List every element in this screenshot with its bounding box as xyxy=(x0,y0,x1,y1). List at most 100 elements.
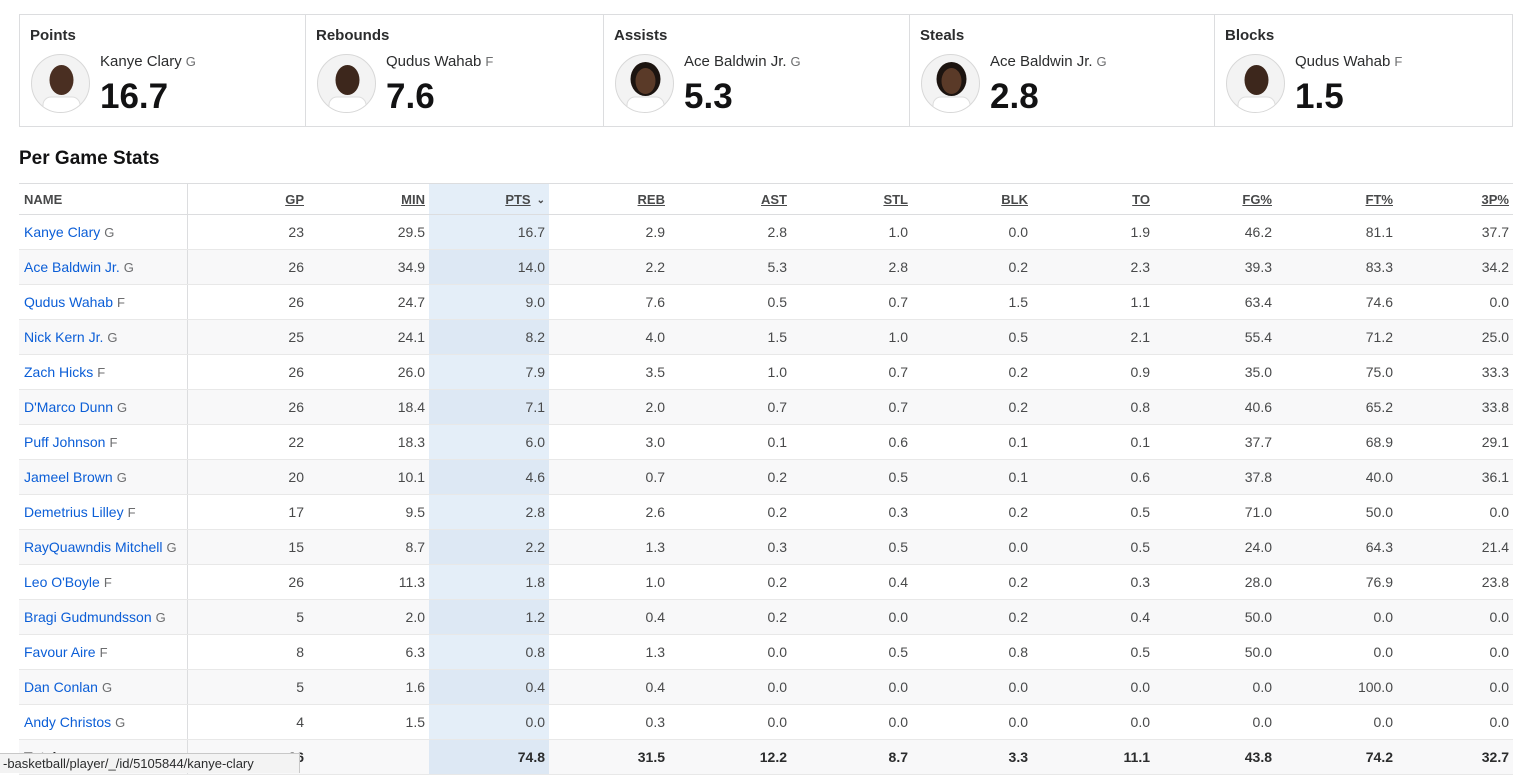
leader-player-name[interactable]: Ace Baldwin Jr. G xyxy=(684,53,801,70)
leader-card-blocks[interactable]: Blocks Qudus Wahab F 1.5 xyxy=(1215,15,1512,126)
leader-card-steals[interactable]: Steals Ace Baldwin Jr. G 2.8 xyxy=(910,15,1215,126)
stat-cell: 0.4 xyxy=(429,669,549,705)
leader-player-name[interactable]: Ace Baldwin Jr. G xyxy=(990,53,1107,70)
stat-cell: 0.7 xyxy=(791,354,912,390)
total-stat-cell: 8.7 xyxy=(791,739,912,775)
player-link[interactable]: Puff Johnson xyxy=(24,434,106,450)
player-headshot-avatar[interactable] xyxy=(31,54,90,113)
leader-player-name[interactable]: Kanye Clary G xyxy=(100,53,196,70)
player-link[interactable]: Demetrius Lilley xyxy=(24,504,124,520)
player-link[interactable]: Favour Aire xyxy=(24,644,96,660)
player-link[interactable]: Kanye Clary xyxy=(24,224,101,240)
stat-cell: 7.1 xyxy=(429,389,549,425)
column-header-fg-pct[interactable]: FG% xyxy=(1154,183,1276,215)
stat-cell: 0.8 xyxy=(429,634,549,670)
column-header-min[interactable]: MIN xyxy=(308,183,429,215)
stat-cell: 7.6 xyxy=(549,284,669,320)
stat-cell: 0.0 xyxy=(912,529,1032,565)
column-header-reb[interactable]: REB xyxy=(549,183,669,215)
stat-cell: 0.2 xyxy=(912,494,1032,530)
stat-cell: 33.3 xyxy=(1397,354,1513,390)
player-link[interactable]: D'Marco Dunn xyxy=(24,399,114,415)
player-position: G xyxy=(107,330,118,345)
stat-cell: 0.0 xyxy=(1032,669,1154,705)
stat-cell: 18.4 xyxy=(308,389,429,425)
stat-cell: 1.0 xyxy=(791,319,912,355)
player-link[interactable]: Andy Christos xyxy=(24,714,112,730)
stat-cell: 25 xyxy=(187,319,308,355)
player-link[interactable]: Zach Hicks xyxy=(24,364,94,380)
stat-cell: 81.1 xyxy=(1276,214,1397,250)
player-headshot-avatar[interactable] xyxy=(921,54,980,113)
stat-cell: 0.6 xyxy=(1032,459,1154,495)
column-header-to[interactable]: TO xyxy=(1032,183,1154,215)
stat-cell: 0.2 xyxy=(912,354,1032,390)
leader-card-assists[interactable]: Assists Ace Baldwin Jr. G 5.3 xyxy=(604,15,910,126)
leader-card-rebounds[interactable]: Rebounds Qudus Wahab F 7.6 xyxy=(306,15,604,126)
player-position: G xyxy=(116,470,127,485)
player-headshot-avatar[interactable] xyxy=(1226,54,1285,113)
player-name-cell: Bragi Gudmundsson G xyxy=(19,599,188,635)
player-link[interactable]: Qudus Wahab xyxy=(24,294,113,310)
leader-card-points[interactable]: Points Kanye Clary G 16.7 xyxy=(20,15,306,126)
table-row: Kanye Clary G 23 29.5 16.7 2.9 2.8 1.0 0.0 1.9 46.… xyxy=(19,214,1513,250)
stat-cell: 0.0 xyxy=(1397,634,1513,670)
stat-cell: 0.0 xyxy=(912,704,1032,740)
player-link[interactable]: Bragi Gudmundsson xyxy=(24,609,152,625)
stat-cell: 0.0 xyxy=(1397,599,1513,635)
player-link[interactable]: RayQuawndis Mitchell xyxy=(24,539,163,555)
stat-cell: 0.0 xyxy=(1397,669,1513,705)
column-header-blk[interactable]: BLK xyxy=(912,183,1032,215)
player-headshot-avatar[interactable] xyxy=(317,54,376,113)
stat-cell: 29.1 xyxy=(1397,424,1513,460)
column-header-stl[interactable]: STL xyxy=(791,183,912,215)
column-header-gp[interactable]: GP xyxy=(187,183,308,215)
stat-cell: 75.0 xyxy=(1276,354,1397,390)
player-position: G xyxy=(166,540,177,555)
leader-player-name[interactable]: Qudus Wahab F xyxy=(386,53,494,70)
stat-cell: 1.8 xyxy=(429,564,549,600)
stat-cell: 0.0 xyxy=(1276,634,1397,670)
column-header-ft-pct[interactable]: FT% xyxy=(1276,183,1397,215)
player-headshot-avatar[interactable] xyxy=(615,54,674,113)
player-position: F xyxy=(99,645,108,660)
player-position: F xyxy=(97,365,106,380)
player-link[interactable]: Leo O'Boyle xyxy=(24,574,100,590)
player-link[interactable]: Nick Kern Jr. xyxy=(24,329,104,345)
player-name-cell: D'Marco Dunn G xyxy=(19,389,188,425)
player-position: F xyxy=(1394,54,1403,69)
leader-player-name[interactable]: Qudus Wahab F xyxy=(1295,53,1403,70)
stat-cell: 0.0 xyxy=(429,704,549,740)
stat-cell: 1.1 xyxy=(1032,284,1154,320)
player-name-cell: Zach Hicks F xyxy=(19,354,188,390)
player-link[interactable]: Jameel Brown xyxy=(24,469,113,485)
column-header-3p-pct[interactable]: 3P% xyxy=(1397,183,1513,215)
player-position: F xyxy=(127,505,136,520)
player-name-cell: Favour Aire F xyxy=(19,634,188,670)
stat-cell: 50.0 xyxy=(1154,599,1276,635)
stat-cell: 15 xyxy=(187,529,308,565)
player-link[interactable]: Dan Conlan xyxy=(24,679,98,695)
stat-cell: 64.3 xyxy=(1276,529,1397,565)
stat-cell: 2.1 xyxy=(1032,319,1154,355)
stat-cell: 0.3 xyxy=(791,494,912,530)
player-name-cell: Puff Johnson F xyxy=(19,424,188,460)
table-row: Demetrius Lilley F 17 9.5 2.8 2.6 0.2 0.3 0.2 0.5… xyxy=(19,494,1513,530)
stat-cell: 0.2 xyxy=(669,494,791,530)
stat-cell: 2.2 xyxy=(549,249,669,285)
browser-status-url: -basketball/player/_/id/5105844/kanye-cl… xyxy=(0,753,300,773)
player-position: G xyxy=(185,54,196,69)
player-link[interactable]: Ace Baldwin Jr. xyxy=(24,259,120,275)
stat-cell: 8.7 xyxy=(308,529,429,565)
stat-cell: 0.1 xyxy=(669,424,791,460)
column-header-pts[interactable]: PTS ⌄ xyxy=(429,183,549,215)
stat-cell: 2.8 xyxy=(669,214,791,250)
table-row: Qudus Wahab F 26 24.7 9.0 7.6 0.5 0.7 1.5 1.1 63.4… xyxy=(19,284,1513,320)
stat-cell: 22 xyxy=(187,424,308,460)
column-header-ast[interactable]: AST xyxy=(669,183,791,215)
table-row: Ace Baldwin Jr. G 26 34.9 14.0 2.2 5.3 2.8 0.2 2.… xyxy=(19,249,1513,285)
stat-cell: 25.0 xyxy=(1397,319,1513,355)
stat-cell: 65.2 xyxy=(1276,389,1397,425)
stat-cell: 0.0 xyxy=(912,214,1032,250)
stat-cell: 0.0 xyxy=(1276,704,1397,740)
